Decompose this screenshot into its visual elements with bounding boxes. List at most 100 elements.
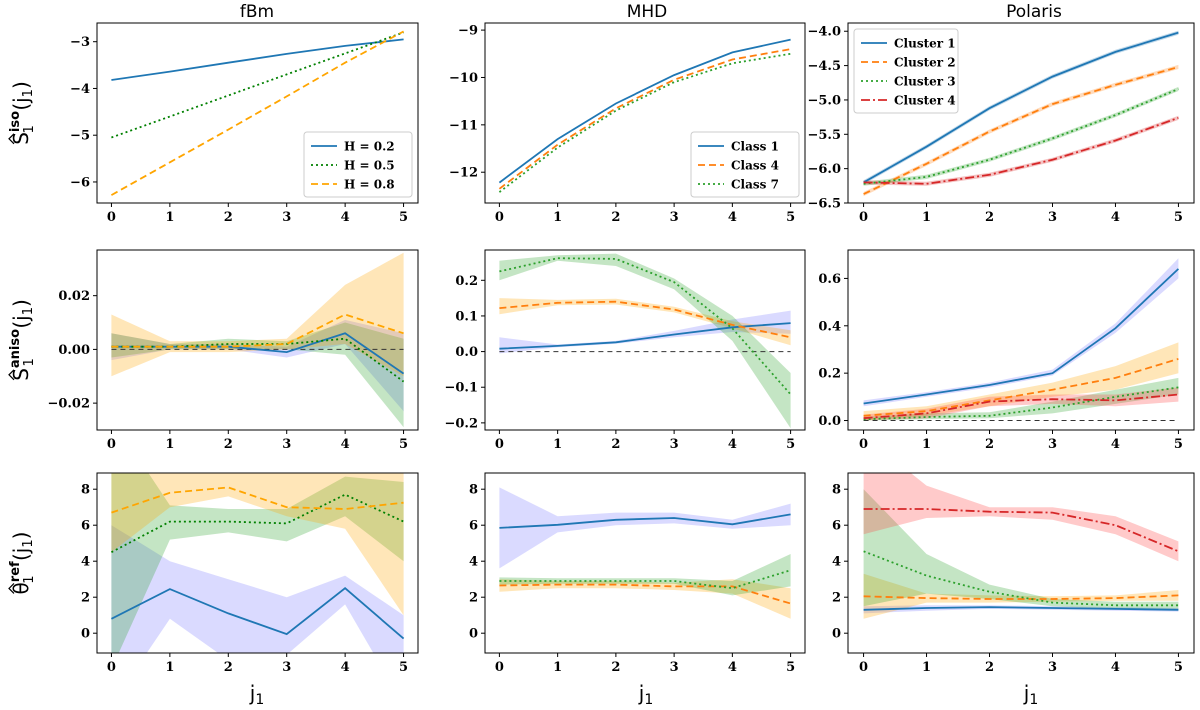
x-tick-label: 3 [1048, 210, 1057, 225]
axes-frame [847, 249, 1195, 431]
y-tick-label: −12 [449, 166, 478, 181]
axes-frame [847, 22, 1195, 204]
y-tick-label: −6.0 [807, 162, 841, 177]
panels: 0 1 2 3 4 5 −6 −5 −4 −3 H = 0.2 H = 0.5 H = 0.8 0 1 2 3 4… [47, 22, 1195, 675]
series-line-cluster-4 [863, 508, 1179, 553]
panel-fbm-ref: 0 1 2 3 4 5 0 2 4 6 8 [81, 472, 419, 675]
x-tick-label: 4 [728, 437, 737, 452]
y-axis-label-row-1: Siso1(j1) [8, 81, 37, 145]
y-axis-label-row-2: Saniso1(j1) [8, 299, 37, 381]
y-tick-label: 0 [81, 627, 90, 642]
panel-mhd-aniso: 0 1 2 3 4 5 −0.2 −0.1 0.0 0.1 0.2 [444, 249, 806, 452]
y-tick-label: −0.2 [444, 416, 478, 431]
legend-label: H = 0.2 [344, 140, 395, 154]
y-tick-label: 8 [81, 483, 90, 498]
y-tick-label: −4.5 [807, 59, 841, 74]
y-tick-label: 4 [469, 555, 478, 570]
band-class-4 [499, 579, 791, 619]
x-tick-label: 3 [1048, 437, 1057, 452]
x-tick-label: 3 [282, 437, 291, 452]
legend: Class 1 Class 4 Class 7 [690, 131, 800, 198]
hat-accent [8, 369, 15, 381]
y-tick-label: −5 [70, 129, 90, 144]
y-tick-label: 6 [832, 519, 841, 534]
legend-label: Class 4 [731, 159, 779, 173]
y-tick-label: 0.2 [818, 367, 841, 382]
x-tick-label: 2 [611, 210, 620, 225]
x-tick-label: 3 [282, 660, 291, 675]
x-tick-label: 4 [341, 210, 350, 225]
x-tick-label: 5 [399, 210, 408, 225]
x-tick-label: 3 [670, 437, 679, 452]
series-line-class-4 [499, 300, 791, 339]
y-tick-label: −4 [70, 82, 90, 97]
x-tick-label: 4 [341, 660, 350, 675]
x-tick-label: 0 [859, 660, 868, 675]
y-tick-label: 0.00 [58, 343, 90, 358]
plot-area [499, 253, 792, 429]
axes-frame [96, 472, 419, 654]
x-tick-label: 2 [611, 437, 620, 452]
band-class-7 [499, 253, 791, 429]
band-h-0-2 [111, 525, 404, 653]
x-tick-label: 0 [107, 210, 116, 225]
band-cluster-4 [863, 473, 1179, 562]
x-axis-label: j1 [638, 681, 653, 708]
y-tick-label: 4 [832, 555, 841, 570]
series-line-class-4 [498, 48, 791, 190]
y-tick-label: −0.1 [444, 381, 478, 396]
x-axis-label: j1 [1023, 681, 1038, 708]
y-tick-label: 0.02 [58, 289, 90, 304]
band-class-1 [499, 487, 791, 569]
y-tick-label: 4 [81, 555, 90, 570]
band-class-7 [499, 554, 791, 596]
x-tick-label: 0 [495, 660, 504, 675]
panel-mhd-iso: 0 1 2 3 4 5 −12 −11 −10 −9 Class 1 Class 4 Class 7 [449, 22, 806, 225]
series-line-h-0-8 [110, 30, 405, 196]
y-tick-label: 0.0 [455, 345, 478, 360]
x-tick-label: 1 [553, 660, 562, 675]
legend-label: Class 7 [731, 178, 779, 192]
y-tick-label: −9 [458, 24, 478, 39]
y-tick-label: 0.1 [455, 309, 478, 324]
band-cluster-3 [863, 377, 1179, 421]
plot-area [498, 38, 791, 193]
row-ylabels: Siso1(j1) Saniso1(j1) θref1(j1) [8, 81, 37, 594]
x-tick-label: 1 [553, 437, 562, 452]
y-tick-label: 2 [81, 591, 90, 606]
x-tick-label: 5 [399, 660, 408, 675]
series-line-h-0-2 [110, 587, 405, 640]
y-tick-label: −11 [449, 118, 478, 133]
series-line-cluster-2 [863, 66, 1179, 195]
x-tick-label: 0 [107, 660, 116, 675]
y-tick-label: 8 [469, 483, 478, 498]
series-line-cluster-1 [863, 268, 1180, 405]
band-cluster-2 [863, 342, 1179, 421]
x-tick-label: 1 [922, 437, 931, 452]
x-tick-label: 2 [224, 210, 233, 225]
x-tick-label: 0 [495, 210, 504, 225]
x-tick-label: 3 [670, 660, 679, 675]
svg-text:θref1(j1): θref1(j1) [8, 532, 37, 595]
plot-area [110, 473, 405, 653]
legend-box [853, 28, 959, 114]
x-tick-label: 0 [107, 437, 116, 452]
plot-area [111, 252, 405, 428]
series-line-class-1 [498, 38, 791, 184]
legend-label: H = 0.8 [344, 178, 395, 192]
x-tick-label: 5 [786, 210, 795, 225]
series-line-class-1 [499, 513, 791, 529]
x-tick-label: 4 [728, 210, 737, 225]
hat-accent [8, 583, 15, 594]
legend-label: Cluster 3 [894, 75, 956, 89]
y-tick-label: 0 [469, 627, 478, 642]
x-tick-label: 3 [670, 210, 679, 225]
y-tick-label: −6.5 [807, 197, 841, 212]
y-tick-label: −10 [449, 71, 478, 86]
x-tick-label: 3 [282, 210, 291, 225]
x-tick-label: 5 [1174, 437, 1183, 452]
x-tick-label: 1 [165, 210, 174, 225]
x-tick-label: 5 [399, 437, 408, 452]
